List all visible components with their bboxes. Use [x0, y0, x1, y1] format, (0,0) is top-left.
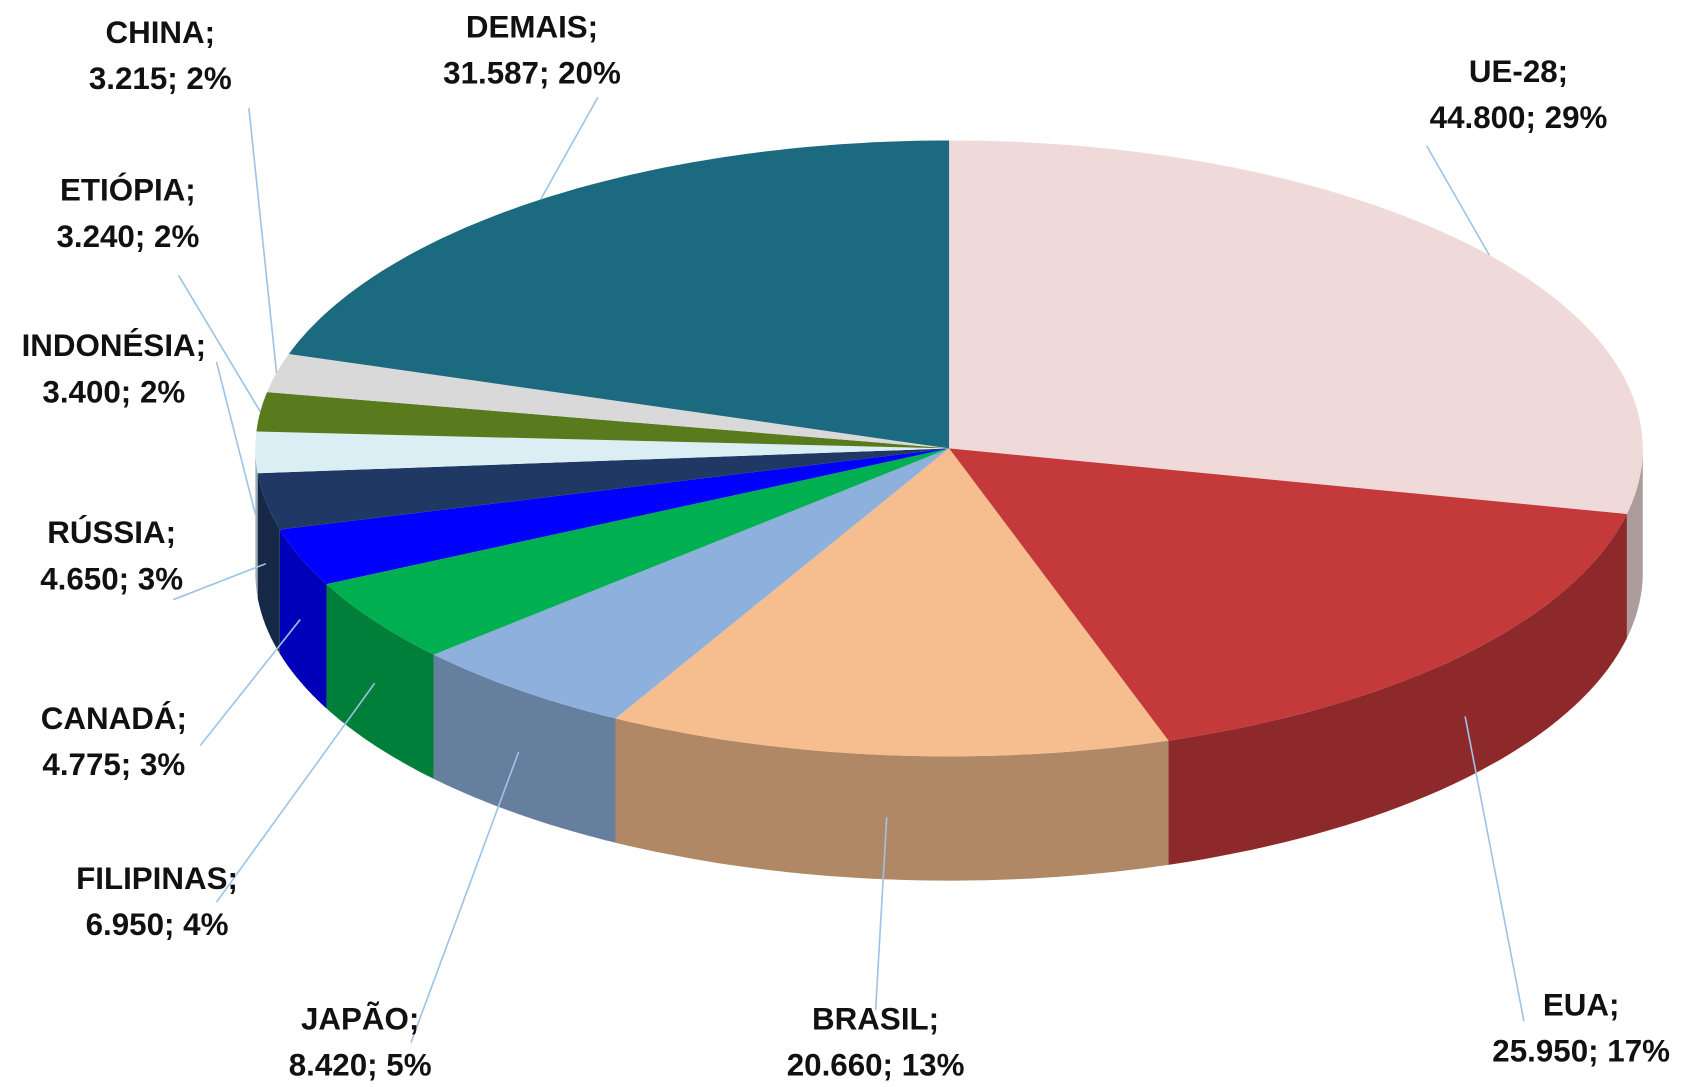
percentage: 2% — [186, 61, 231, 96]
slice-side — [255, 448, 258, 598]
slice — [949, 448, 1627, 741]
slice — [279, 448, 950, 585]
value: 3.240; — [56, 219, 145, 254]
category-label: JAPÃO; — [301, 1001, 419, 1036]
value-label: 8.420; 5% — [289, 1048, 432, 1083]
leader-line — [215, 682, 376, 903]
leader-line — [248, 107, 278, 373]
value: 3.215; — [89, 61, 178, 96]
percentage: 2% — [140, 375, 185, 410]
pie-tops — [255, 140, 1643, 757]
percentage: 17% — [1607, 1034, 1670, 1069]
value-label: 31.587; 20% — [443, 56, 621, 91]
slice — [257, 448, 950, 530]
value-label: 25.950; 17% — [1492, 1034, 1670, 1069]
value: 44.800; — [1430, 100, 1536, 135]
category-label: FILIPINAS; — [76, 861, 238, 896]
category-label: EUA; — [1543, 987, 1620, 1022]
value: 31.587; — [443, 56, 549, 91]
slice-side — [326, 584, 434, 779]
pie-sides — [255, 448, 1643, 881]
slice — [267, 353, 950, 449]
percentage: 2% — [154, 219, 199, 254]
slice-side — [615, 718, 1169, 881]
slice-side — [1626, 448, 1643, 639]
value: 4.775; — [42, 747, 131, 782]
leader-line — [874, 817, 888, 1011]
value-label: 20.660; 13% — [787, 1048, 965, 1083]
value-label: 44.800; 29% — [1430, 100, 1608, 135]
percentage: 20% — [558, 56, 621, 91]
leader-line — [177, 275, 262, 413]
slice — [256, 392, 950, 449]
labels: UE-28; 44.800; 29% EUA; 25.950; 17% BRASIL; 2… — [22, 9, 1671, 1082]
value-label: 6.950; 4% — [86, 907, 229, 942]
leader-line — [172, 562, 267, 601]
leader-line — [199, 618, 301, 747]
category-label: ETIÓPIA; — [60, 172, 196, 208]
leader-line — [1425, 145, 1491, 256]
value-label: 3.400; 2% — [42, 375, 185, 410]
slice — [433, 448, 950, 719]
percentage: 4% — [183, 907, 228, 942]
slice — [326, 448, 950, 655]
percentage: 13% — [902, 1048, 965, 1083]
value: 3.400; — [42, 375, 131, 410]
category-label: CHINA; — [105, 15, 215, 50]
category-label: DEMAIS; — [466, 9, 598, 44]
value: 4.650; — [40, 562, 129, 597]
percentage: 5% — [386, 1048, 431, 1083]
slice — [615, 448, 1169, 757]
slice-side — [257, 473, 280, 654]
percentage: 3% — [140, 747, 185, 782]
value: 6.950; — [86, 907, 175, 942]
slice-side — [279, 529, 327, 709]
leader-line — [1464, 716, 1525, 1022]
leader-line — [215, 361, 257, 515]
value-label: 3.215; 2% — [89, 61, 232, 96]
slice — [288, 140, 950, 449]
slice-side — [433, 654, 616, 843]
value: 25.950; — [1492, 1034, 1598, 1069]
category-label: BRASIL; — [812, 1001, 939, 1036]
slice — [949, 140, 1643, 515]
category-label: UE-28; — [1469, 54, 1568, 89]
slice — [255, 431, 950, 474]
value-label: 4.650; 3% — [40, 562, 183, 597]
slice-side — [1168, 514, 1627, 865]
percentage: 3% — [138, 562, 183, 597]
leader-line — [539, 96, 599, 200]
category-label: INDONÉSIA; — [22, 328, 206, 363]
value: 8.420; — [289, 1048, 378, 1083]
value: 20.660; — [787, 1048, 893, 1083]
category-label: CANADÁ; — [41, 701, 187, 736]
category-label: RÚSSIA; — [47, 514, 176, 550]
percentage: 29% — [1545, 100, 1608, 135]
value-label: 3.240; 2% — [56, 219, 199, 254]
leader-line — [410, 751, 520, 1043]
value-label: 4.775; 3% — [42, 747, 185, 782]
